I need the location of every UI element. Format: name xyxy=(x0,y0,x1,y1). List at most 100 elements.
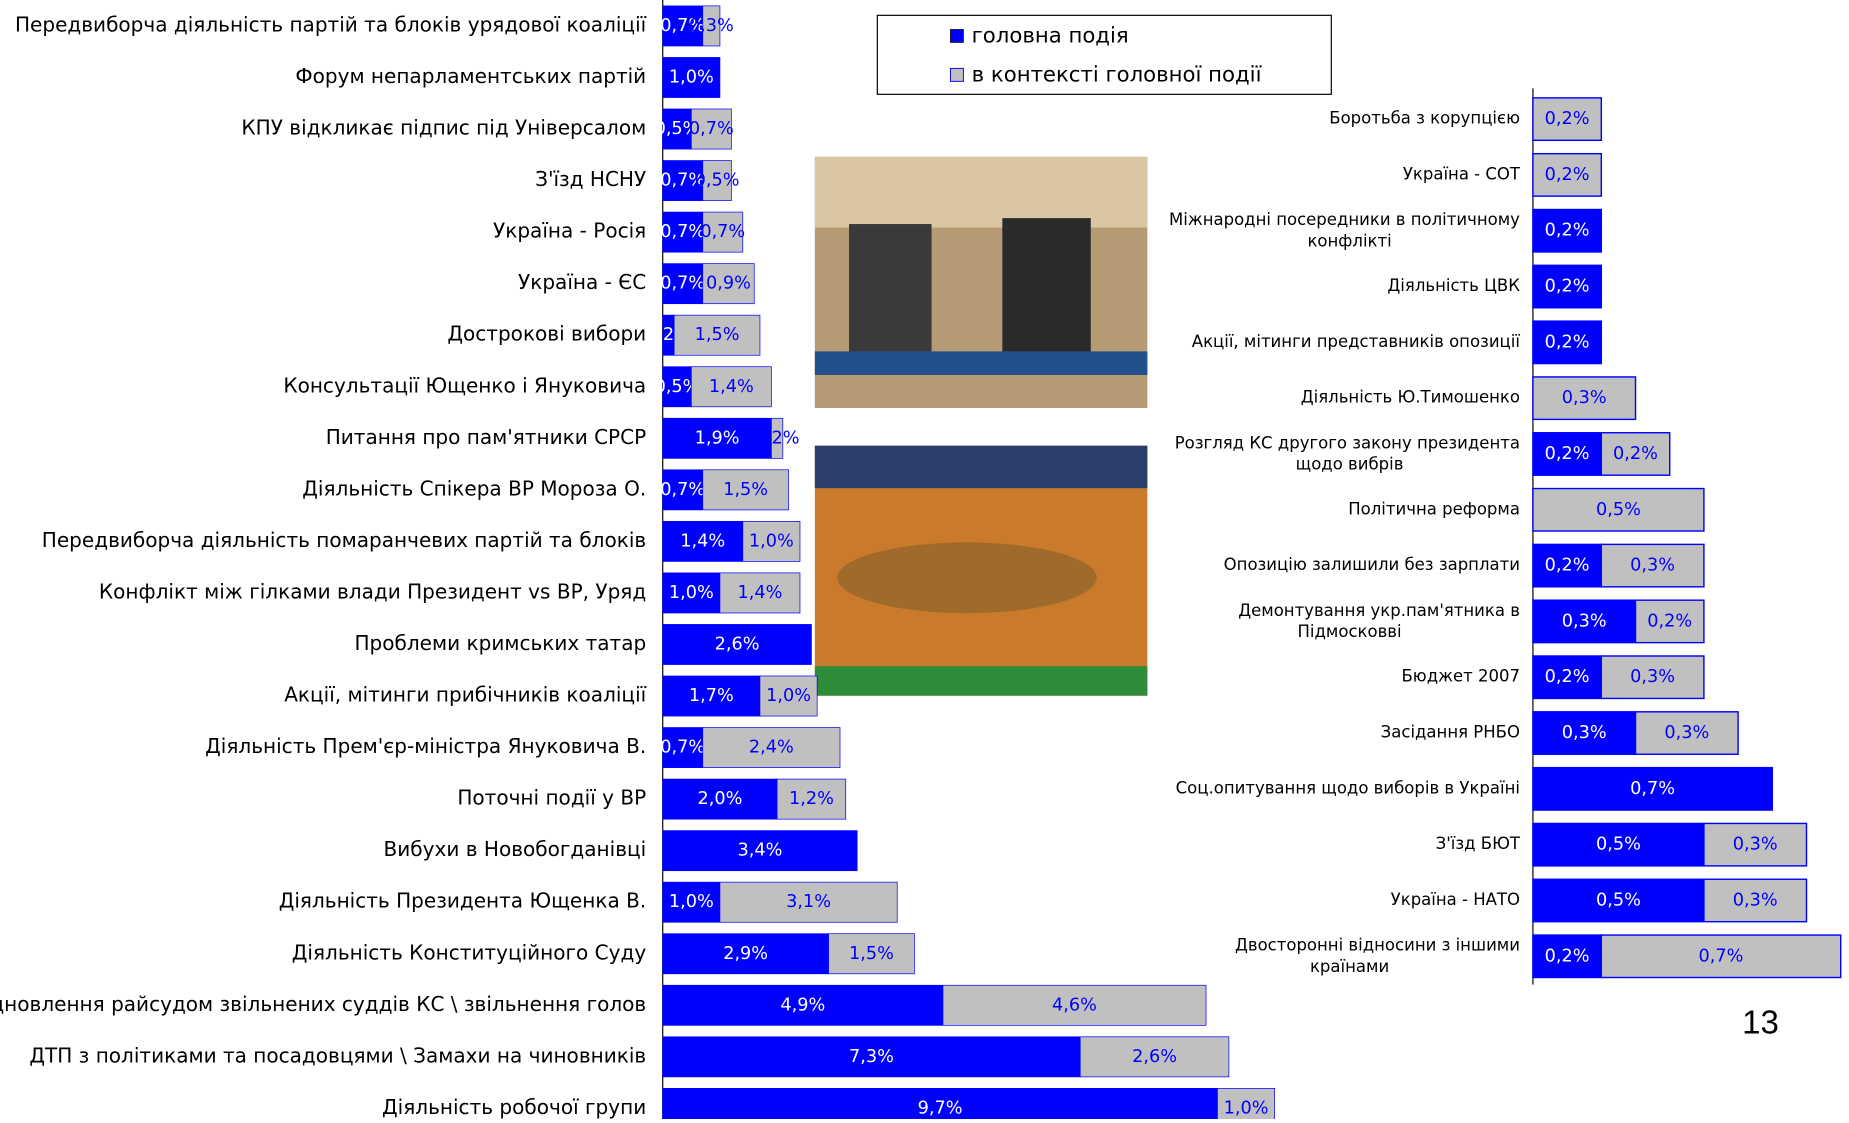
value-label: 0,3% xyxy=(1562,611,1607,631)
category-label: Передвиборча діяльність партій та блоків… xyxy=(15,12,647,36)
photo-caption-bar xyxy=(815,351,1148,375)
category-label: Консультації Ющенко і Януковича xyxy=(283,373,646,397)
category-label: Діяльність робочої групи xyxy=(382,1095,646,1119)
category-label: Питання про пам'ятники СРСР xyxy=(326,425,647,449)
value-label: 0,5% xyxy=(695,171,740,191)
value-label: 0,3% xyxy=(1630,667,1675,687)
value-label: 0,2% xyxy=(1545,556,1590,576)
category-label: Україна - СОТ xyxy=(1403,164,1521,183)
value-label: 1,2% xyxy=(789,789,834,809)
value-label: 1,4% xyxy=(737,583,782,603)
category-label: Передвиборча діяльність помаранчевих пар… xyxy=(42,528,646,552)
value-label: 0,2% xyxy=(1545,332,1590,352)
photo-footer xyxy=(815,666,1148,695)
category-label: Діяльність ЦВК xyxy=(1387,276,1520,295)
category-label: Форум непарламентських партій xyxy=(295,64,646,88)
photo-person xyxy=(849,224,932,354)
value-label: 0,2% xyxy=(1545,667,1590,687)
value-label: 0,2% xyxy=(1647,611,1692,631)
category-label: Україна - НАТО xyxy=(1391,890,1520,909)
value-label: 1,9% xyxy=(695,428,740,448)
value-label: 0,2% xyxy=(1545,277,1590,297)
value-label: 0,3% xyxy=(689,16,734,36)
category-label: Вибухи в Новобогданівці xyxy=(384,837,647,861)
value-label: 0,2% xyxy=(1545,165,1590,185)
value-label: 0,3% xyxy=(1562,388,1607,408)
value-label: 0,7% xyxy=(1630,779,1675,799)
value-label: 0,9% xyxy=(706,274,751,294)
value-label: 1,5% xyxy=(695,325,740,345)
category-label: Поточні події у ВР xyxy=(457,786,646,810)
value-label: 2,9% xyxy=(723,944,768,964)
photo xyxy=(815,446,1148,696)
value-label: 0,3% xyxy=(1733,890,1778,910)
value-label: 2,6% xyxy=(1132,1047,1177,1067)
value-label: 0,7% xyxy=(660,738,705,758)
value-label: 0,5% xyxy=(1596,835,1641,855)
category-label: З'їзд НСНУ xyxy=(535,167,646,191)
value-label: 1,7% xyxy=(689,686,734,706)
category-label: Опозицію залишили без зарплати xyxy=(1224,555,1520,574)
legend: головна подія в контексті головної події xyxy=(877,15,1331,94)
value-label: 4,9% xyxy=(780,995,825,1015)
category-label: Діяльність Спікера ВР Мороза О. xyxy=(302,476,646,500)
value-label: 1,5% xyxy=(849,944,894,964)
category-label: Діяльність Конституційного Суду xyxy=(292,940,647,964)
value-label: 1,0% xyxy=(669,892,714,912)
value-label: 3,1% xyxy=(786,892,831,912)
page-number: 13 xyxy=(1742,1003,1779,1040)
value-label: 1,0% xyxy=(669,67,714,87)
category-label: Відновлення райсудом звільнених суддів К… xyxy=(0,992,646,1016)
category-label: Діяльність Ю.Тимошенко xyxy=(1301,388,1520,407)
photo-header xyxy=(815,446,1148,488)
value-label: 4,6% xyxy=(1052,995,1097,1015)
value-label: 0,2% xyxy=(1545,221,1590,241)
value-label: 0,3% xyxy=(1630,556,1675,576)
value-label: 0,3% xyxy=(1733,835,1778,855)
legend-label: в контексті головної події xyxy=(972,62,1263,87)
photo-table xyxy=(837,542,1096,613)
value-label: 0,2% xyxy=(1545,444,1590,464)
category-label: Україна - ЄС xyxy=(518,270,646,294)
value-label: 0,2% xyxy=(1545,946,1590,966)
legend-label: головна подія xyxy=(972,24,1129,49)
category-label: КПУ відкликає підпис під Універсалом xyxy=(241,116,646,140)
photo xyxy=(815,157,1148,408)
category-label: Проблеми кримських татар xyxy=(355,631,647,655)
category-label: Бюджет 2007 xyxy=(1401,667,1519,686)
value-label: 0,7% xyxy=(700,222,745,242)
value-label: 0,7% xyxy=(689,119,734,139)
category-label: Конфлікт між гілками влади Президент vs … xyxy=(99,579,646,603)
value-label: 1,0% xyxy=(749,531,794,551)
value-label: 1,5% xyxy=(723,480,768,500)
category-label: ДТП з політиками та посадовцями \ Замахи… xyxy=(29,1043,646,1067)
value-label: 0,5% xyxy=(1596,890,1641,910)
photo-wall xyxy=(815,157,1148,228)
value-label: 1,0% xyxy=(1224,1098,1269,1118)
category-label: З'їзд БЮТ xyxy=(1436,834,1521,853)
value-label: 7,3% xyxy=(849,1047,894,1067)
value-label: 2,6% xyxy=(715,634,760,654)
category-label: Боротьба з корупцією xyxy=(1329,109,1520,128)
value-label: 1,4% xyxy=(709,377,754,397)
category-label: Акції, мітинги представників опозиції xyxy=(1192,332,1521,351)
value-label: 0,2% xyxy=(1613,444,1658,464)
category-label: Дострокові вибори xyxy=(447,322,646,346)
category-label: Україна - Росія xyxy=(493,219,646,243)
slide: головна подія в контексті головної події… xyxy=(0,0,1849,1119)
photo-person xyxy=(1002,218,1090,354)
category-label: Соц.опитування щодо виборів в Україні xyxy=(1176,778,1520,797)
value-label: 0,7% xyxy=(660,274,705,294)
value-label: 0,2% xyxy=(755,428,800,448)
category-label: Засідання РНБО xyxy=(1381,723,1520,742)
value-label: 0,5% xyxy=(1596,500,1641,520)
value-label: 9,7% xyxy=(918,1098,963,1118)
value-label: 0,7% xyxy=(660,222,705,242)
category-label: Діяльність Президента Ющенка В. xyxy=(279,889,647,913)
legend-swatch xyxy=(950,68,963,81)
legend-swatch xyxy=(950,29,963,42)
value-label: 0,2% xyxy=(1545,109,1590,129)
category-label: Акції, мітинги прибічників коаліції xyxy=(284,683,646,707)
value-label: 1,4% xyxy=(680,531,725,551)
value-label: 0,7% xyxy=(1699,946,1744,966)
